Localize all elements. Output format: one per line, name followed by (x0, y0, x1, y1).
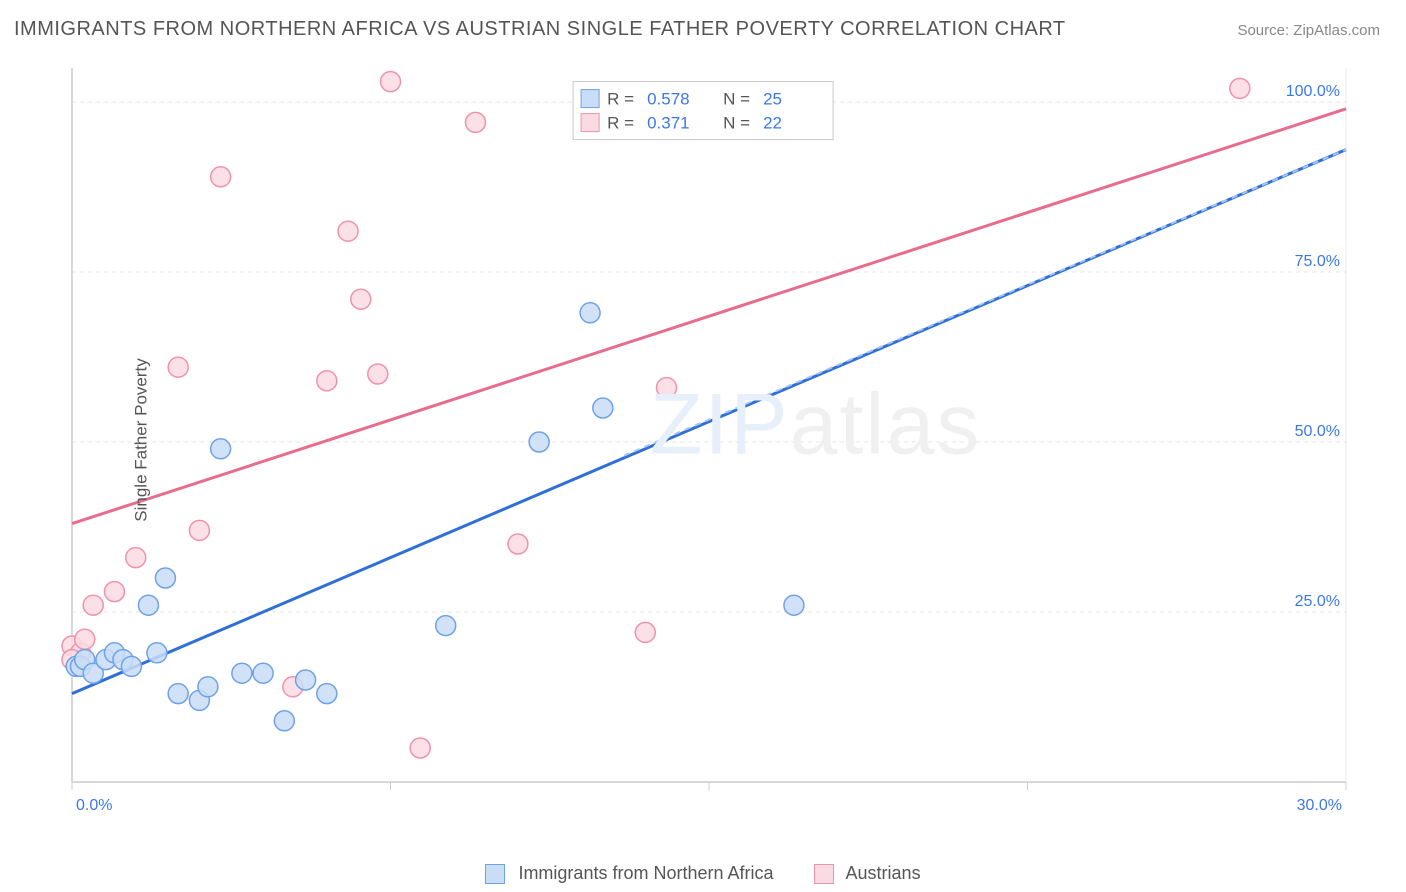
legend-label-northern-africa: Immigrants from Northern Africa (518, 863, 773, 883)
svg-text:75.0%: 75.0% (1295, 253, 1340, 270)
legend-swatch-northern-africa (485, 864, 505, 884)
y-axis-label: Single Father Poverty (132, 358, 152, 521)
svg-text:30.0%: 30.0% (1297, 797, 1342, 814)
svg-text:R =: R = (607, 90, 634, 109)
chart-title: IMMIGRANTS FROM NORTHERN AFRICA VS AUSTR… (14, 18, 1066, 41)
legend-item-austrians: Austrians (814, 863, 921, 884)
svg-text:N =: N = (723, 90, 750, 109)
legend-swatch-austrians (814, 864, 834, 884)
chart-container: IMMIGRANTS FROM NORTHERN AFRICA VS AUSTR… (0, 0, 1406, 892)
svg-text:0.0%: 0.0% (76, 797, 112, 814)
svg-text:N =: N = (723, 114, 750, 133)
source-attribution: Source: ZipAtlas.com (1237, 22, 1380, 39)
svg-text:25: 25 (763, 90, 782, 109)
legend-bottom: Immigrants from Northern Africa Austrian… (0, 863, 1406, 884)
legend-item-northern-africa: Immigrants from Northern Africa (485, 863, 773, 884)
svg-text:100.0%: 100.0% (1286, 83, 1340, 100)
plot-area: Single Father Poverty ZIPatlas 25.0%50.0… (50, 60, 1370, 820)
chart-svg: 25.0% 50.0% 75.0% 100.0% 0.0% 30.0% R = 0.578 N … (50, 60, 1370, 820)
svg-text:0.371: 0.371 (647, 114, 690, 133)
svg-text:0.578: 0.578 (647, 90, 690, 109)
svg-text:22: 22 (763, 114, 782, 133)
legend-label-austrians: Austrians (846, 863, 921, 883)
svg-text:25.0%: 25.0% (1295, 593, 1340, 610)
svg-text:50.0%: 50.0% (1295, 423, 1340, 440)
svg-text:R =: R = (607, 114, 634, 133)
